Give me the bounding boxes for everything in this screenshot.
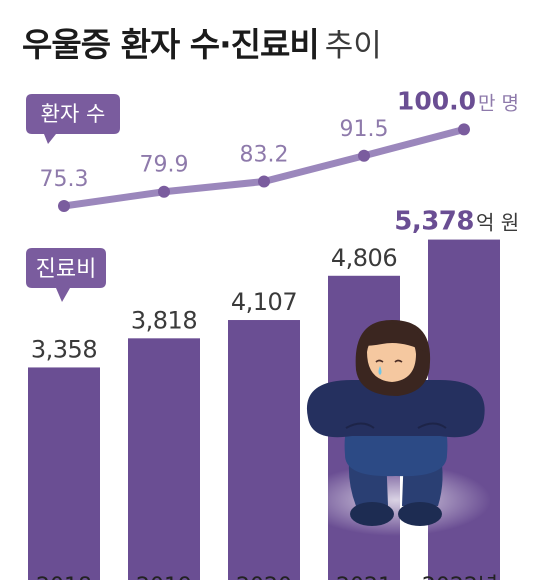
- crying-person-icon: [301, 320, 491, 536]
- bar-series-badge: 진료비: [26, 248, 106, 302]
- line-points: 75.3 79.9 83.2 91.5 100.0: [40, 86, 476, 212]
- line-series-badge: 환자 수: [26, 94, 120, 144]
- x-tick-label: 2019: [136, 574, 192, 580]
- line-unit-label: 만 명: [478, 92, 519, 114]
- chart-subtitle: 추이: [324, 28, 382, 64]
- x-tick-label: 2021: [336, 574, 392, 580]
- line-value-label: 100.0: [397, 86, 476, 115]
- line-value-label: 91.5: [340, 117, 389, 142]
- bar-value-label: 3,818: [131, 306, 197, 334]
- page-title: 우울증 환자 수·진료비 추이: [22, 18, 382, 66]
- x-tick-label: 2022년: [422, 574, 498, 580]
- line-value-label: 75.3: [40, 167, 89, 192]
- x-axis: 2018 2019 2020 2021 2022년: [36, 574, 498, 580]
- x-tick-label: 2020: [236, 574, 292, 580]
- line-point-2018: [58, 200, 70, 212]
- bar-2020: [228, 320, 300, 580]
- line-series: 75.3 79.9 83.2 91.5 100.0: [40, 86, 476, 212]
- line-point-2019: [158, 185, 170, 198]
- bar-value-label: 3,358: [31, 335, 97, 363]
- line-value-label: 79.9: [140, 153, 189, 178]
- trend-line: [60, 125, 468, 210]
- bar-2018: [28, 367, 100, 580]
- line-value-label: 83.2: [240, 143, 289, 168]
- bar-unit-label: 억 원: [476, 211, 519, 235]
- bar-value-label: 4,806: [331, 244, 397, 272]
- bar-value-label: 5,378: [394, 207, 474, 237]
- line-point-2021: [358, 149, 370, 162]
- line-series-badge-label: 환자 수: [41, 102, 106, 126]
- line-point-2020: [258, 175, 270, 188]
- bar-value-label: 4,107: [231, 288, 297, 316]
- bar-2019: [128, 338, 200, 580]
- bar-series-badge-label: 진료비: [36, 257, 97, 282]
- line-point-2022: [458, 123, 470, 136]
- chart-title: 우울증 환자 수·진료비: [22, 25, 320, 64]
- x-tick-label: 2018: [36, 574, 92, 580]
